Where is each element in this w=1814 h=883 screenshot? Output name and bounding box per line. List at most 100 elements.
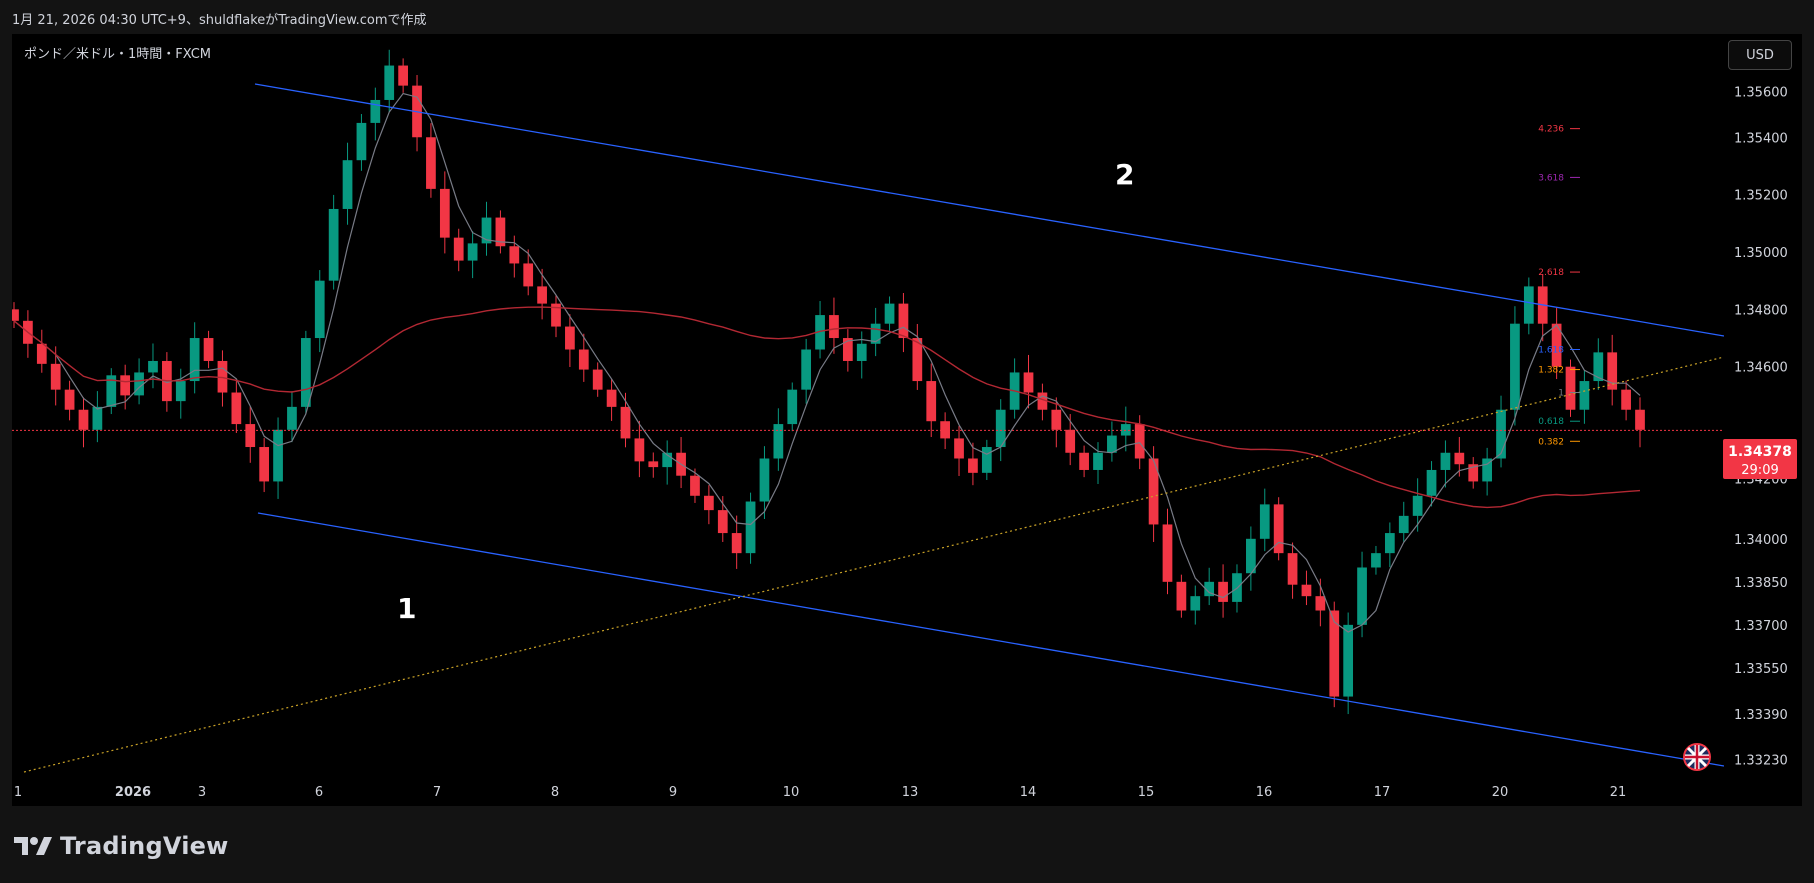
candle — [231, 378, 242, 433]
candle — [954, 426, 964, 476]
candle — [634, 420, 645, 478]
y-tick-label: 1.33550 — [1734, 662, 1788, 677]
candle — [78, 397, 89, 448]
candle — [1190, 585, 1201, 625]
x-tick-label: 1 — [14, 785, 22, 800]
uk-flag-icon[interactable] — [1683, 743, 1711, 771]
candle — [1301, 570, 1312, 606]
x-tick-label: 15 — [1138, 785, 1155, 800]
candle — [370, 87, 381, 141]
x-tick-label: 9 — [669, 785, 677, 800]
x-tick-label: 6 — [315, 785, 323, 800]
y-tick-label: 1.33390 — [1734, 708, 1788, 723]
candle — [412, 75, 422, 152]
candle — [968, 442, 978, 486]
candle — [1607, 334, 1618, 406]
candle — [314, 270, 325, 353]
fib-level[interactable]: 0.618 — [1538, 417, 1580, 427]
candle — [870, 307, 881, 357]
candle — [981, 439, 992, 481]
candle — [884, 296, 895, 331]
candle — [1037, 383, 1048, 421]
brand-name: TradingView — [60, 832, 229, 860]
price-badge-value: 1.34378 — [1728, 444, 1792, 460]
candle — [356, 114, 367, 171]
candle — [745, 492, 756, 564]
fast-moving-average-line — [13, 92, 1641, 633]
top-bar: 1月 21, 2026 04:30 UTC+9、shuldflakeがTradi… — [0, 0, 1814, 34]
candle — [1176, 574, 1187, 618]
candle — [1107, 421, 1117, 462]
candle — [245, 406, 256, 463]
candle — [1329, 601, 1340, 708]
y-tick-label: 1.33230 — [1734, 754, 1788, 769]
channel-lower-line[interactable] — [257, 512, 1724, 767]
fib-level[interactable]: 1.382 — [1538, 366, 1580, 376]
fib-level-label: 4.236 — [1538, 125, 1564, 135]
candle — [704, 485, 714, 525]
candle — [453, 228, 464, 272]
candle — [856, 331, 867, 379]
candle — [1551, 307, 1562, 380]
fib-level-label: 2.618 — [1538, 268, 1564, 278]
candle — [1635, 397, 1645, 448]
trend-line[interactable] — [23, 356, 1724, 773]
candle — [1357, 551, 1367, 638]
candle — [565, 314, 575, 367]
candle — [1426, 461, 1437, 507]
chart-title: ポンド／米ドル・1時間・FXCM — [24, 47, 211, 62]
fib-level[interactable]: 0.382 — [1538, 437, 1580, 447]
candle — [1579, 370, 1590, 424]
y-tick-label: 1.35200 — [1734, 189, 1788, 204]
y-tick-label: 1.33850 — [1734, 576, 1788, 591]
price-chart[interactable]: 4.236 3.618 2.618 1.618 1.382 1 0.618 0.382 1.3… — [0, 0, 1814, 806]
fib-level-label: 1.618 — [1538, 346, 1564, 356]
candle — [481, 201, 492, 256]
candle — [203, 330, 214, 369]
x-tick-label: 10 — [783, 785, 800, 800]
wave-label-1: 1 — [397, 592, 416, 625]
price-badge-bg — [1723, 439, 1797, 479]
candle — [1565, 359, 1576, 417]
fib-level[interactable]: 3.618 — [1538, 173, 1580, 183]
candle — [1204, 567, 1215, 606]
x-tick-label: 21 — [1610, 785, 1627, 800]
candle — [1023, 354, 1034, 409]
candle — [1093, 442, 1103, 485]
candle — [1051, 397, 1062, 448]
footer — [0, 806, 1814, 883]
fib-level-label: 3.618 — [1538, 173, 1564, 183]
y-tick-label: 1.34600 — [1734, 361, 1788, 376]
price-badge: 1.34378 29:09 — [1723, 439, 1797, 479]
candle — [1120, 406, 1131, 452]
fib-level[interactable]: 2.618 — [1538, 268, 1580, 278]
candle — [731, 515, 742, 569]
fib-level-label: 1.382 — [1538, 366, 1564, 376]
candle — [690, 468, 700, 503]
fib-level[interactable]: 1.618 — [1538, 346, 1580, 356]
candle — [1287, 542, 1298, 599]
candle — [1079, 445, 1089, 478]
candle — [1259, 488, 1270, 552]
currency-button[interactable]: USD — [1728, 40, 1792, 70]
candle — [1510, 306, 1520, 426]
candle — [1065, 414, 1076, 466]
candle — [439, 171, 450, 254]
candle — [1482, 447, 1492, 496]
channel-upper-line[interactable] — [254, 83, 1724, 337]
candle — [342, 142, 353, 225]
y-tick-label: 1.35000 — [1734, 246, 1788, 261]
candle — [537, 268, 547, 320]
x-tick-label: 16 — [1256, 785, 1273, 800]
candle — [384, 49, 395, 113]
fib-level[interactable]: 1 — [1558, 389, 1580, 399]
fib-level-label: 0.618 — [1538, 417, 1564, 427]
candle — [1412, 478, 1423, 532]
candle — [36, 329, 47, 373]
fib-level[interactable]: 4.236 — [1538, 125, 1580, 135]
candle — [829, 297, 839, 354]
slow-moving-average-line — [13, 306, 1641, 509]
candle — [12, 302, 19, 328]
candle — [606, 379, 617, 421]
candle — [592, 362, 603, 397]
